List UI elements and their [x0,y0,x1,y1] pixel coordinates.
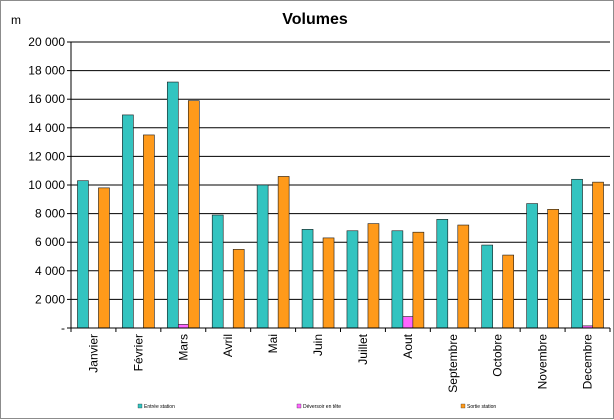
bar-deversoir-en-tete-mars [177,324,190,329]
bar-entree-station-aout [391,230,404,329]
x-category-label: Novembre [536,334,550,390]
bar-sortie-station-mai [277,176,290,329]
axes [70,42,611,332]
x-category-label: Avril [221,334,235,357]
bar-sortie-station-juin [322,237,335,329]
y-tick-label: 4 000 [35,264,65,278]
y-tick-label: 12 000 [28,149,65,163]
y-tick-labels: - 2 000 4 000 6 000 8 000 10 000 12 000 14 000 1… [28,35,65,335]
legend-label-sortie-station: Sortie station [467,404,496,410]
bar-entree-station-juin [301,229,314,329]
bar-sortie-station-decembre [592,181,604,329]
x-category-label: Octobre [491,334,505,377]
bar-deversoir-en-tete-aout [402,316,415,329]
x-category-label: Septembre [446,334,460,393]
bar-entree-station-septembre [436,219,449,329]
y-tick-label: 20 000 [28,35,65,49]
grid-lines [67,41,610,329]
bar-entree-station-novembre [526,203,538,329]
legend-swatch-sortie-station [460,403,466,409]
y-axis-unit-label: m [11,13,21,27]
x-category-label: Janvier [86,334,100,373]
y-tick-label: 18 000 [28,64,65,78]
y-tick-label: 8 000 [35,207,65,221]
x-category-label: Juin [311,334,325,356]
bar-sortie-station-fevrier [143,134,155,329]
y-tick-label: - [61,321,65,335]
x-category-label: Decembre [581,334,595,390]
x-category-label: Juillet [356,333,370,364]
y-tick-label: 2 000 [35,292,65,306]
x-category-label: Aout [401,333,415,358]
bar-entree-station-fevrier [122,114,134,329]
bar-sortie-station-octobre [502,254,515,329]
legend: Entrée station Déversoir en tête Sortie st… [137,403,496,410]
x-category-label: Mars [176,334,190,361]
y-tick-label: 10 000 [28,178,65,192]
y-tick-label: 16 000 [28,92,65,106]
x-category-label: Mai [266,334,280,353]
x-category-label: Février [131,334,145,371]
bar-entree-station-avril [211,214,224,329]
y-tick-label: 14 000 [28,121,65,135]
bars [77,81,604,329]
bar-sortie-station-aout [412,231,425,329]
bar-sortie-station-novembre [547,209,559,329]
bar-sortie-station-janvier [98,187,110,329]
bar-sortie-station-septembre [457,224,470,329]
legend-swatch-entree-station [137,403,143,409]
bar-sortie-station-mars [187,100,200,329]
x-category-labels: Janvier Février Mars Avril Mai Juin Juillet Aou… [86,333,594,392]
legend-label-entree-station: Entrée station [144,404,175,410]
y-tick-label: 6 000 [35,235,65,249]
legend-label-deversoir-en-tete: Déversoir en tête [303,404,341,410]
bar-sortie-station-avril [232,249,245,329]
bar-entree-station-janvier [77,180,89,329]
chart-title: Volumes [282,11,348,28]
bar-entree-station-decembre [571,178,583,329]
bar-entree-station-octobre [481,244,494,329]
bar-sortie-station-juillet [367,223,380,329]
bar-entree-station-mai [256,184,269,329]
bar-entree-station-juillet [346,230,359,329]
legend-swatch-deversoir-en-tete [296,403,302,409]
bar-entree-station-mars [166,81,179,329]
